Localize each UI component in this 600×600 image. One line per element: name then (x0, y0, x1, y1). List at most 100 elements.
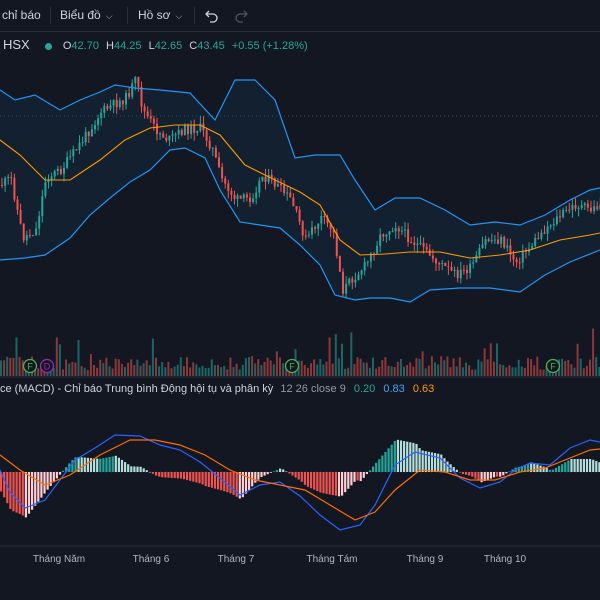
macd-histogram-bar (533, 463, 536, 472)
candle-body (242, 194, 245, 199)
event-marker[interactable]: F (284, 358, 300, 374)
macd-histogram-bar (341, 472, 344, 496)
event-marker-circle (545, 358, 561, 374)
candle-body (218, 157, 220, 168)
candle-body (7, 176, 10, 179)
macd-histogram-bar (558, 466, 561, 472)
macd-histogram-bar (74, 457, 77, 472)
candle-body (84, 131, 87, 143)
volume-bar (316, 364, 319, 376)
macd-histogram-bar (356, 472, 359, 481)
macd-histogram-bar (179, 472, 182, 479)
macd-histogram-bar (297, 472, 300, 480)
volume-bar (161, 362, 164, 376)
volume-bar (89, 354, 92, 376)
macd-histogram-bar (65, 467, 68, 472)
macd-histogram-bar (480, 472, 483, 483)
volume-bar (492, 361, 495, 376)
candle-body (35, 228, 38, 236)
chart-menu-button[interactable]: Biểu đồ ⌵ (60, 0, 113, 31)
candle-body (329, 223, 332, 230)
symbol-exchange[interactable]: HSX (3, 37, 30, 52)
macd-histogram-bar (15, 472, 18, 513)
candle-body (438, 263, 441, 265)
volume-bar (424, 368, 427, 376)
macd-histogram-bar (291, 472, 294, 476)
volume-bar (130, 359, 133, 376)
volume-bar (55, 337, 58, 376)
candle-body (400, 230, 403, 232)
macd-histogram-bar (589, 459, 592, 472)
candle-body (177, 129, 180, 135)
macd-histogram-bar (446, 461, 449, 472)
macd-title[interactable]: ce (MACD) - Chỉ báo Trung bình Động hội … (0, 383, 274, 395)
macd-histogram-bar (173, 472, 176, 479)
macd-histogram-bar (585, 459, 589, 472)
volume-bar (368, 367, 371, 376)
candle-body (419, 242, 422, 244)
high-label: H (106, 40, 114, 52)
macd-histogram-bar (573, 459, 576, 472)
macd-histogram-bar (421, 450, 424, 472)
volume-bar (372, 357, 374, 376)
volume-bar (452, 358, 455, 376)
macd-histogram-bar (139, 466, 142, 472)
macd-histogram-bar (437, 453, 440, 472)
volume-bar (384, 357, 387, 376)
volume-bar (148, 365, 151, 376)
macd-histogram-bar (554, 467, 558, 472)
macd-histogram-bar (440, 454, 443, 472)
volume-bar (207, 367, 210, 376)
volume-bar (483, 348, 486, 376)
macd-histogram-bar (124, 462, 127, 472)
event-marker[interactable]: F (545, 358, 561, 374)
macd-histogram-bar (570, 459, 573, 472)
volume-bar (461, 367, 464, 376)
macd-histogram-bar (567, 460, 570, 472)
macd-histogram-bar (418, 448, 421, 472)
candle-body (286, 192, 289, 194)
event-marker-circle (284, 358, 300, 374)
candle-body (304, 235, 307, 237)
macd-histogram-bar (474, 472, 477, 479)
close-label: C (189, 40, 198, 52)
profile-menu-button[interactable]: Hồ sơ ⌵ (138, 0, 182, 31)
macd-histogram-bar (387, 448, 390, 472)
volume-bar (523, 367, 526, 376)
candle-body (171, 134, 174, 136)
candle-body (78, 142, 81, 151)
event-marker[interactable]: F (22, 358, 38, 374)
macd-histogram-bar (161, 472, 164, 478)
candle-body (506, 245, 509, 248)
candle-body (267, 174, 270, 182)
candle-body (459, 269, 462, 279)
candle-body (357, 274, 360, 280)
volume-bar (105, 357, 108, 376)
macd-histogram-bar (62, 470, 65, 472)
candle-body (481, 244, 484, 249)
candle-body (38, 216, 41, 229)
event-marker[interactable]: D (39, 358, 55, 374)
macd-histogram-bar (353, 472, 356, 482)
candle-body (97, 118, 100, 126)
candle-body (146, 111, 149, 117)
change-value: +0.55 (+1.28%) (231, 40, 308, 52)
indicators-button[interactable]: chỉ báo (2, 8, 41, 22)
candle-body (214, 147, 217, 158)
volume-bar (151, 338, 154, 376)
macd-histogram-bar (114, 455, 117, 472)
candle-body (152, 118, 155, 124)
macd-histogram-bar (182, 472, 186, 480)
candle-body (168, 135, 171, 141)
macd-histogram-bar (350, 472, 353, 486)
candle-body (407, 229, 410, 243)
undo-icon[interactable] (204, 8, 219, 23)
low-label: L (148, 40, 155, 52)
volume-bar (272, 364, 275, 376)
macd-histogram-bar (37, 472, 40, 502)
macd-histogram-bar (263, 472, 266, 476)
volume-bar (359, 358, 362, 376)
redo-icon[interactable] (234, 8, 249, 23)
volume-bar (136, 359, 139, 376)
